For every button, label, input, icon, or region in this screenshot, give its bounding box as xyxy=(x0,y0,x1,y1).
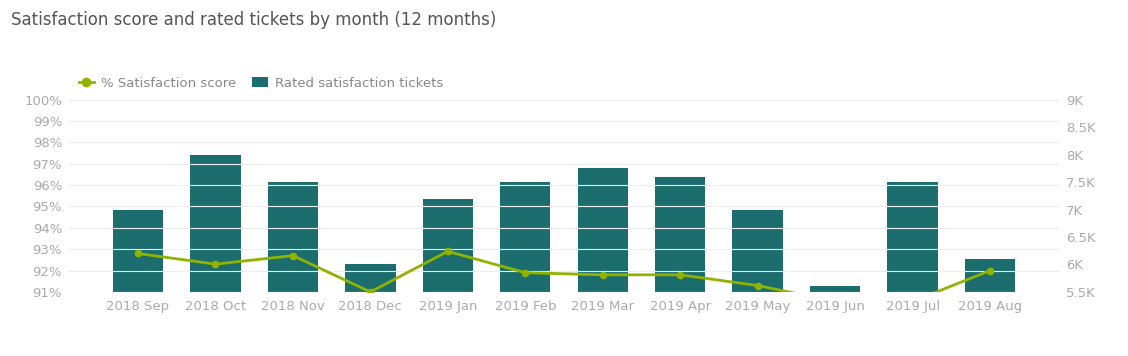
Bar xyxy=(345,265,396,356)
Bar xyxy=(655,177,705,356)
Bar xyxy=(113,210,164,356)
Text: Satisfaction score and rated tickets by month (12 months): Satisfaction score and rated tickets by … xyxy=(11,11,496,29)
Legend: % Satisfaction score, Rated satisfaction tickets: % Satisfaction score, Rated satisfaction… xyxy=(73,72,448,95)
Bar xyxy=(732,210,783,356)
Bar xyxy=(191,155,240,356)
Bar xyxy=(888,182,937,356)
Bar xyxy=(500,182,550,356)
Bar xyxy=(578,168,628,356)
Bar xyxy=(810,287,861,356)
Bar xyxy=(423,199,473,356)
Bar xyxy=(964,259,1015,356)
Bar xyxy=(267,182,318,356)
